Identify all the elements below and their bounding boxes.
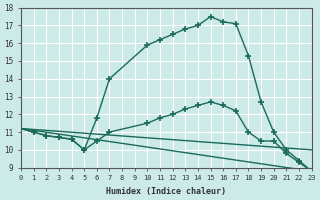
X-axis label: Humidex (Indice chaleur): Humidex (Indice chaleur) [106,187,226,196]
